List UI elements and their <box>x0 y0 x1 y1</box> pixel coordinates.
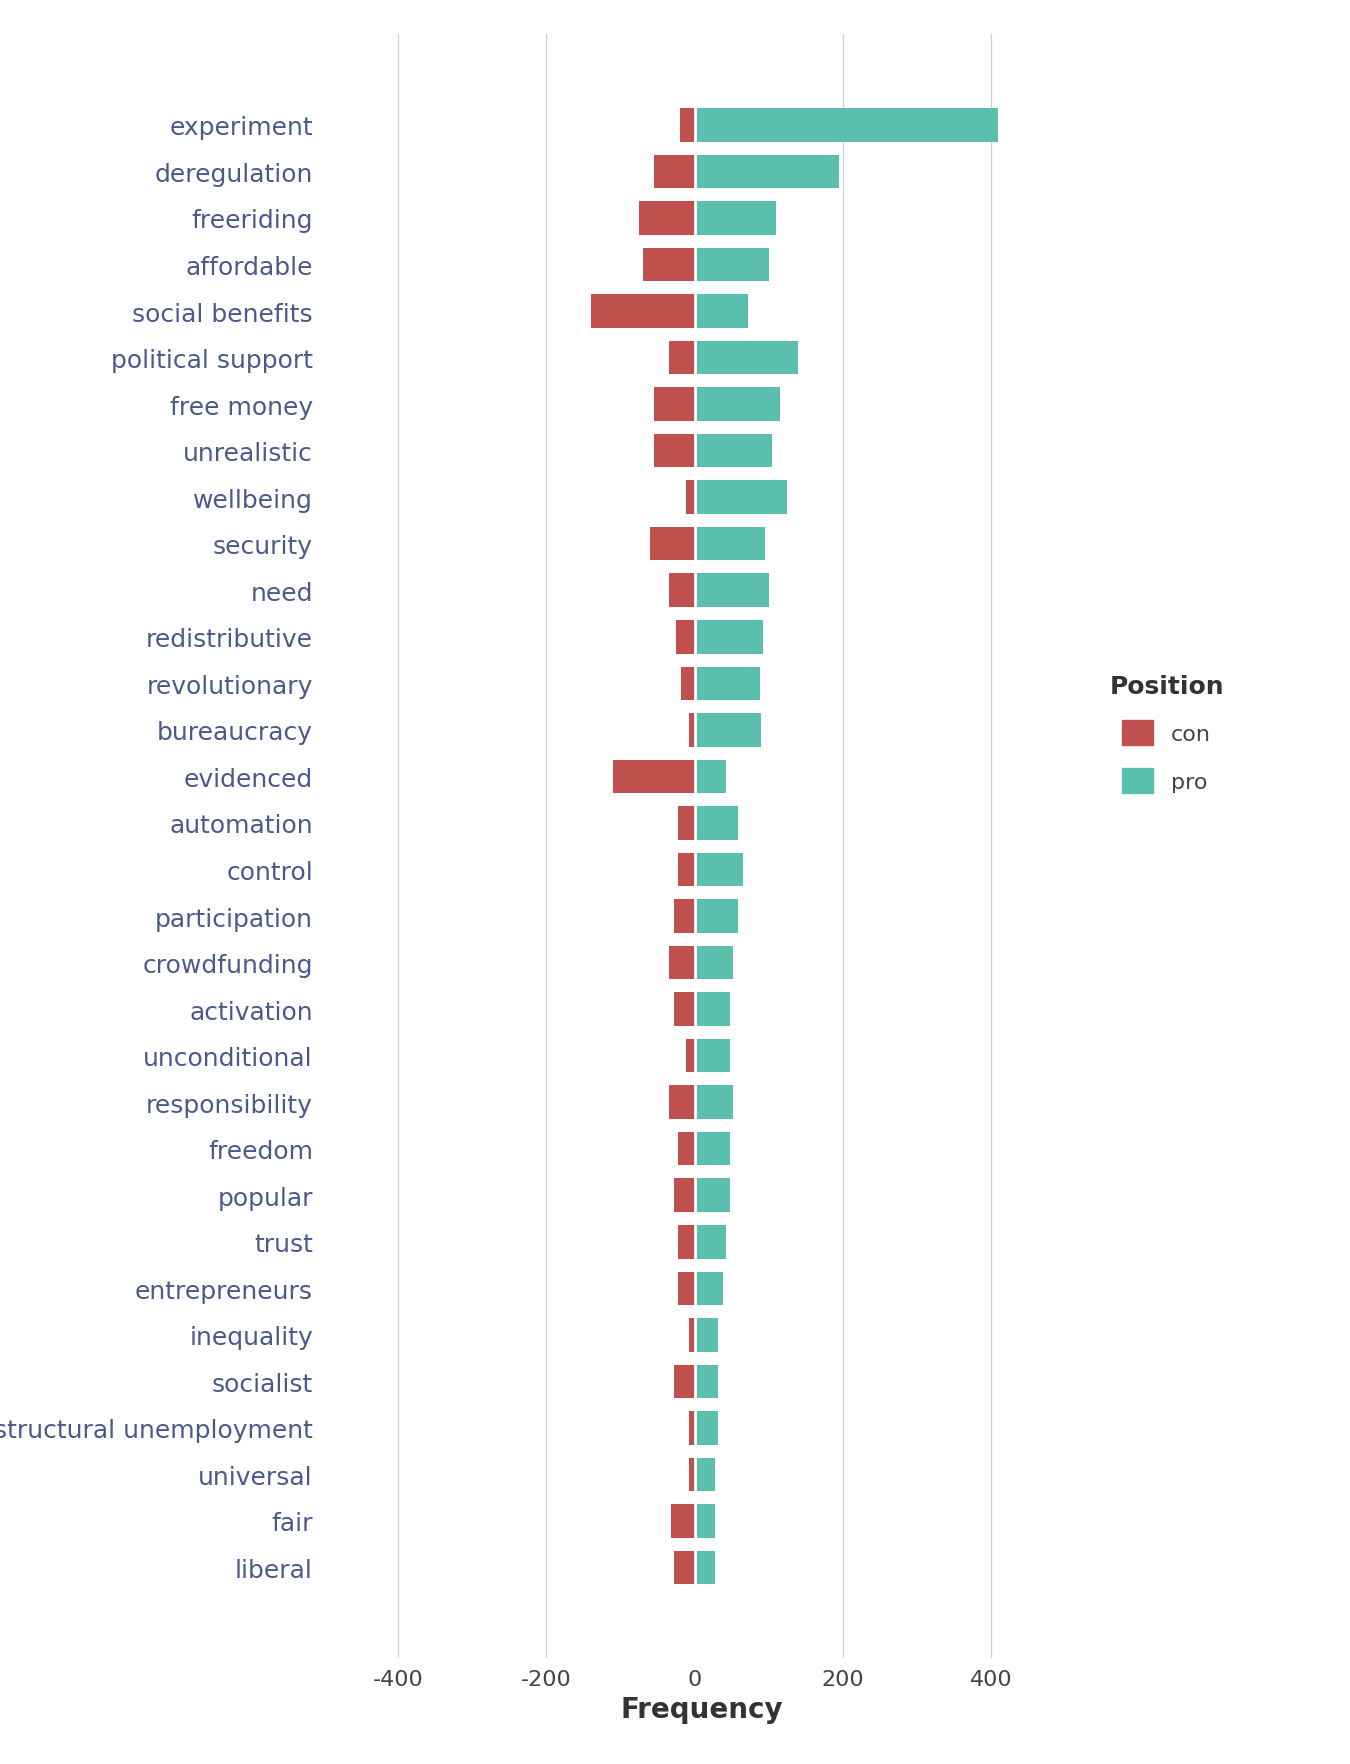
Bar <box>686 1039 695 1073</box>
Bar <box>695 109 999 143</box>
Bar <box>695 1178 730 1212</box>
Bar <box>676 621 695 654</box>
Bar <box>680 109 695 143</box>
Bar <box>682 667 695 700</box>
Bar <box>613 760 695 794</box>
Bar <box>678 1272 695 1305</box>
Bar <box>695 342 798 376</box>
Bar <box>695 1551 716 1584</box>
Bar <box>688 1318 695 1351</box>
Bar <box>695 295 748 328</box>
Bar <box>678 806 695 840</box>
Bar <box>695 249 768 282</box>
Bar <box>643 249 695 282</box>
Bar <box>674 1551 695 1584</box>
Bar <box>695 203 776 236</box>
Bar <box>674 900 695 933</box>
Bar <box>695 667 760 700</box>
Bar <box>639 203 695 236</box>
Bar <box>591 295 695 328</box>
Bar <box>653 155 695 189</box>
Bar <box>671 1505 695 1538</box>
Bar <box>695 760 726 794</box>
Bar <box>695 900 737 933</box>
Bar <box>695 1087 733 1120</box>
Bar <box>695 1132 730 1166</box>
Bar <box>668 1087 695 1120</box>
Bar <box>678 854 695 887</box>
Bar <box>674 1365 695 1399</box>
Bar <box>686 482 695 515</box>
Bar <box>695 1505 716 1538</box>
Bar <box>695 1318 718 1351</box>
Bar <box>695 993 730 1027</box>
Bar <box>653 388 695 422</box>
Bar <box>695 434 772 467</box>
Bar <box>695 155 840 189</box>
Bar <box>695 621 763 654</box>
Bar <box>695 714 761 748</box>
X-axis label: Frequency: Frequency <box>621 1695 783 1723</box>
Bar <box>688 1457 695 1491</box>
Bar <box>695 388 780 422</box>
Bar <box>688 714 695 748</box>
Bar <box>688 1411 695 1445</box>
Bar <box>668 342 695 376</box>
Bar <box>695 527 765 561</box>
Bar <box>695 1457 716 1491</box>
Bar <box>695 482 787 515</box>
Bar <box>695 854 742 887</box>
Bar <box>651 527 695 561</box>
Bar <box>668 946 695 979</box>
Bar <box>695 1365 718 1399</box>
Bar <box>695 1272 722 1305</box>
Bar <box>653 434 695 467</box>
Bar <box>695 946 733 979</box>
Bar <box>695 1039 730 1073</box>
Bar <box>695 1226 726 1259</box>
Bar <box>695 573 768 607</box>
Bar <box>668 573 695 607</box>
Legend: con, pro: con, pro <box>1099 663 1235 804</box>
Bar <box>695 806 737 840</box>
Bar <box>674 993 695 1027</box>
Bar <box>695 1411 718 1445</box>
Bar <box>678 1132 695 1166</box>
Bar <box>674 1178 695 1212</box>
Bar <box>678 1226 695 1259</box>
